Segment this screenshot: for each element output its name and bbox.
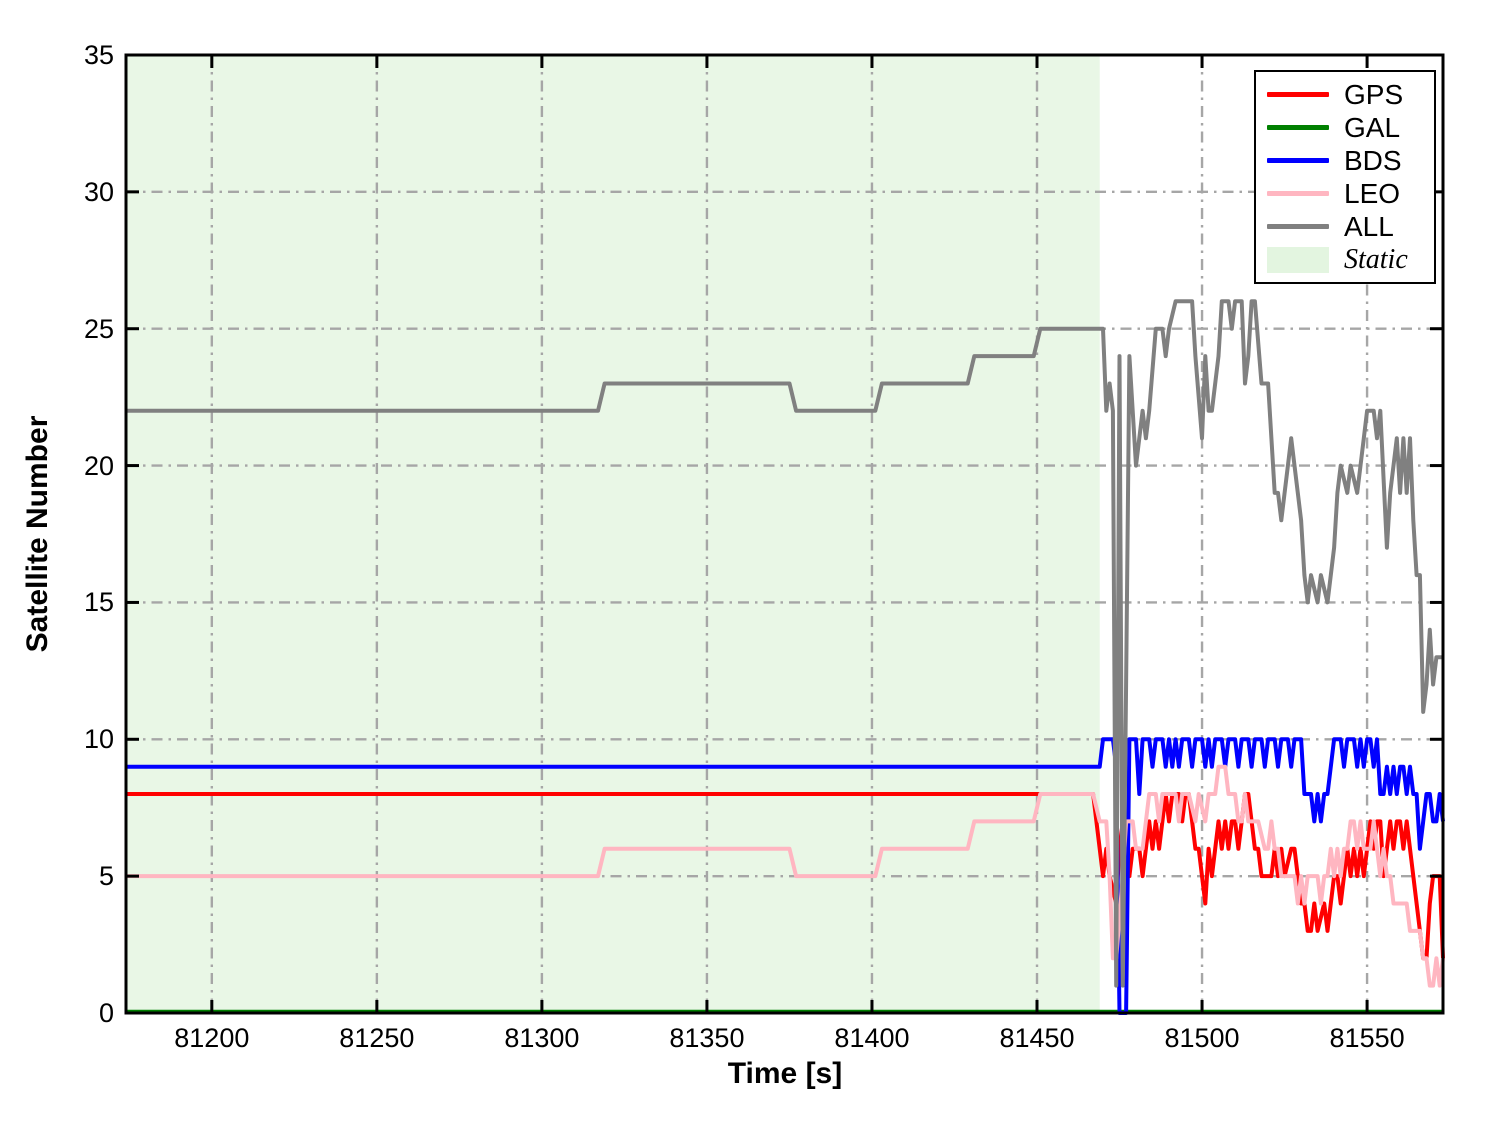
x-tick-label: 81550 (1329, 1023, 1405, 1053)
y-tick-label: 5 (98, 861, 114, 892)
legend-label: LEO (1344, 177, 1401, 209)
y-tick-label: 25 (83, 313, 114, 344)
x-tick-label: 81250 (339, 1023, 415, 1053)
legend-entry-all: ALL (1256, 210, 1434, 243)
y-axis-label: Satellite Number (21, 415, 54, 653)
y-tick-label: 15 (83, 587, 114, 618)
legend-entry-static: Static (1256, 243, 1434, 276)
series-bds-line (126, 737, 1445, 1015)
legend-line-swatch (1267, 125, 1329, 130)
legend-patch-swatch (1267, 246, 1329, 273)
x-tick-label: 81500 (1164, 1023, 1240, 1053)
legend-entry-leo: LEO (1256, 177, 1434, 210)
legend-line-swatch (1267, 158, 1329, 163)
static-region (126, 55, 1100, 1013)
series-leo-line (126, 764, 1445, 988)
legend-label: GPS (1344, 78, 1404, 110)
legend-label: Static (1344, 243, 1408, 275)
x-axis-label: Time [s] (727, 1057, 843, 1090)
series-all-line (126, 299, 1443, 988)
legend-label: ALL (1344, 210, 1394, 242)
plot-border (124, 53, 1445, 1015)
legend-line-swatch (1267, 92, 1329, 97)
x-tick-label: 81200 (174, 1023, 250, 1053)
legend-entry-gal: GAL (1256, 111, 1434, 144)
y-tick-label: 30 (83, 176, 114, 207)
legend-label: GAL (1344, 111, 1401, 143)
x-tick-label: 81300 (504, 1023, 580, 1053)
y-tick-label: 0 (98, 998, 114, 1028)
x-tick-label: 81450 (999, 1023, 1075, 1053)
legend-label: BDS (1344, 144, 1402, 176)
x-tick-label: 81350 (669, 1023, 745, 1053)
legend-line-swatch (1267, 224, 1329, 229)
legend: GPS GAL BDS LEO ALL Static (1254, 70, 1436, 284)
x-tick-label: 81400 (834, 1023, 910, 1053)
legend-entry-gps: GPS (1256, 78, 1434, 111)
legend-entry-bds: BDS (1256, 144, 1434, 177)
y-tick-label: 35 (83, 40, 114, 70)
legend-line-swatch (1267, 191, 1329, 196)
y-tick-label: 20 (83, 450, 114, 481)
y-tick-label: 10 (83, 724, 114, 755)
